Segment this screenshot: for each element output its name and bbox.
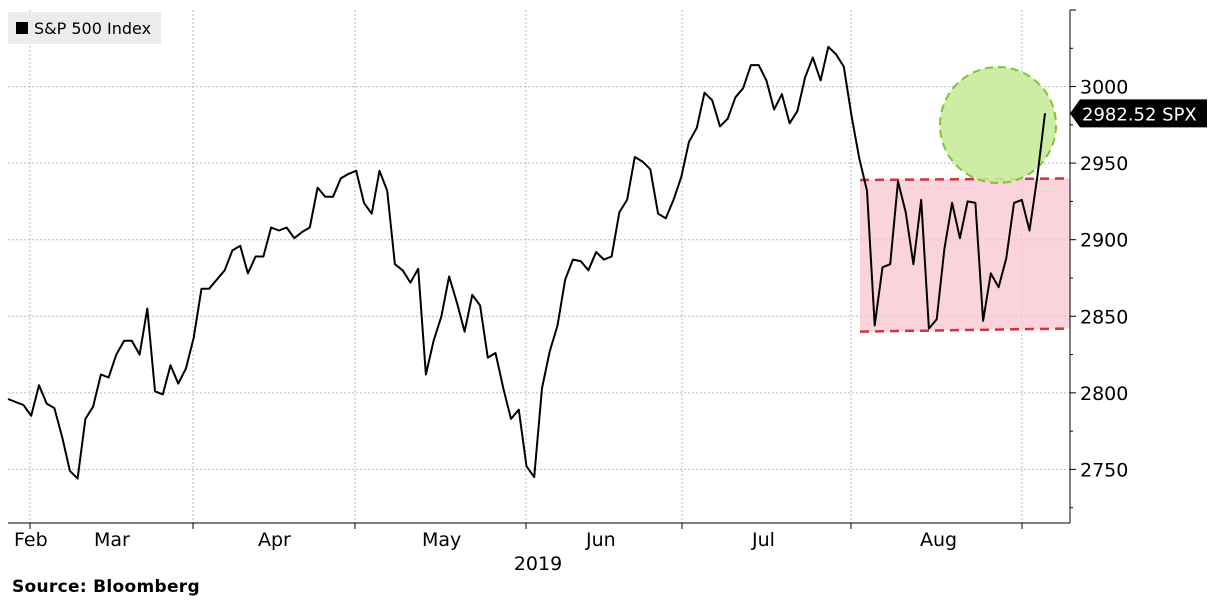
y-tick-label: 3000 [1080, 77, 1128, 99]
annotations [859, 66, 1071, 333]
x-tick-label: May [422, 529, 461, 551]
x-tick-label: Feb [14, 529, 48, 551]
source-note: Source: Bloomberg [12, 577, 200, 597]
range-lower-line [859, 327, 1071, 333]
legend: S&P 500 Index [8, 12, 162, 44]
y-tick-label: 2750 [1080, 459, 1128, 481]
legend-label: S&P 500 Index [34, 18, 152, 38]
x-tick-label: Mar [94, 529, 130, 551]
tick-labels: 2750 2800 2850 2900 2950 3000 Feb Mar Apr May Jun J… [14, 77, 1128, 575]
last-value-box [1070, 99, 1207, 128]
x-tick-label: Jul [751, 529, 775, 551]
x-tick-label: Jun [585, 529, 616, 551]
range-band [860, 178, 1070, 332]
y-tick-label: 2850 [1080, 306, 1128, 328]
x-tick-label: Apr [258, 529, 291, 551]
x-tick-label: Aug [920, 529, 957, 551]
last-value: 2982.52 SPX [1070, 99, 1207, 128]
series-layer [7, 45, 1046, 480]
year-label: 2019 [514, 553, 562, 575]
sp500-line [7, 45, 1046, 480]
range-upper-line [859, 177, 1071, 182]
y-tick-label: 2900 [1080, 230, 1128, 252]
y-tick-label: 2950 [1080, 153, 1128, 175]
y-tick-label: 2800 [1080, 383, 1128, 405]
axes [8, 9, 1076, 529]
breakout-circle [939, 66, 1057, 184]
last-value-label: 2982.52 SPX [1082, 104, 1197, 125]
legend-swatch [16, 22, 28, 34]
